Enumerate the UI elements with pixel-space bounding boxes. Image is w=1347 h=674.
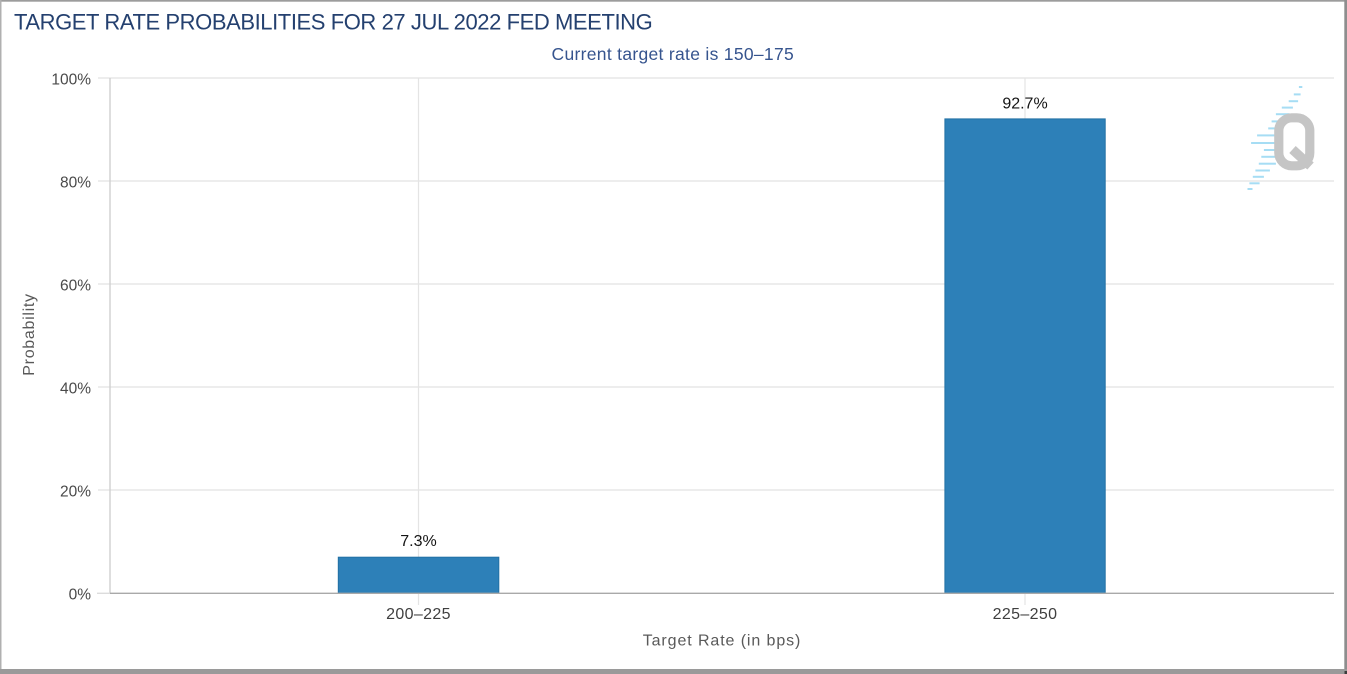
- svg-text:Current target rate is 150–175: Current target rate is 150–175: [552, 44, 794, 64]
- svg-text:100%: 100%: [51, 71, 91, 88]
- svg-text:60%: 60%: [60, 277, 91, 294]
- svg-text:20%: 20%: [60, 483, 91, 500]
- svg-text:TARGET RATE PROBABILITIES FOR: TARGET RATE PROBABILITIES FOR 27 JUL 202…: [14, 9, 652, 34]
- svg-text:40%: 40%: [60, 380, 91, 397]
- svg-text:Target Rate (in bps): Target Rate (in bps): [643, 633, 802, 650]
- svg-text:7.3%: 7.3%: [400, 533, 436, 550]
- svg-text:225–250: 225–250: [993, 606, 1058, 623]
- svg-text:Probability: Probability: [21, 293, 38, 375]
- svg-text:0%: 0%: [69, 586, 92, 603]
- svg-text:80%: 80%: [60, 174, 91, 191]
- svg-text:200–225: 200–225: [386, 606, 451, 623]
- svg-text:92.7%: 92.7%: [1002, 96, 1047, 113]
